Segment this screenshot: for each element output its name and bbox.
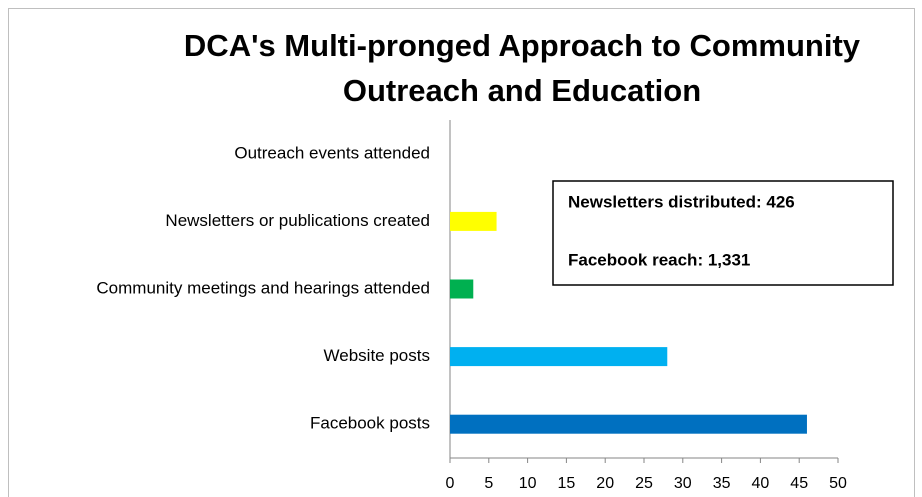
x-tick-label: 5 (484, 475, 493, 492)
bar (450, 414, 807, 434)
y-tick-label: Website posts (324, 346, 430, 365)
annotation: Facebook reach: 1,331 (568, 250, 750, 269)
x-tick-label: 10 (519, 475, 537, 492)
x-tick-label: 40 (752, 475, 770, 492)
chart-frame (8, 8, 915, 497)
chart-title: Outreach and Education (343, 73, 701, 108)
x-tick-label: 45 (790, 475, 808, 492)
x-tick-label: 25 (635, 475, 653, 492)
x-tick-label: 15 (558, 475, 576, 492)
x-tick-label: 35 (713, 475, 731, 492)
bar (450, 279, 474, 299)
y-tick-label: Outreach events attended (234, 143, 430, 162)
y-tick-label: Community meetings and hearings attended (96, 278, 430, 297)
y-tick-label: Newsletters or publications created (165, 211, 430, 230)
annotation: Newsletters distributed: 426 (568, 192, 795, 211)
y-tick-label: Facebook posts (310, 414, 430, 433)
bar (450, 211, 497, 231)
annotation-box (552, 180, 894, 286)
x-tick-label: 20 (596, 475, 614, 492)
bar (450, 347, 668, 367)
chart-title: DCA's Multi-pronged Approach to Communit… (184, 28, 861, 63)
x-tick-label: 50 (829, 475, 847, 492)
x-tick-label: 0 (446, 475, 455, 492)
x-tick-label: 30 (674, 475, 692, 492)
